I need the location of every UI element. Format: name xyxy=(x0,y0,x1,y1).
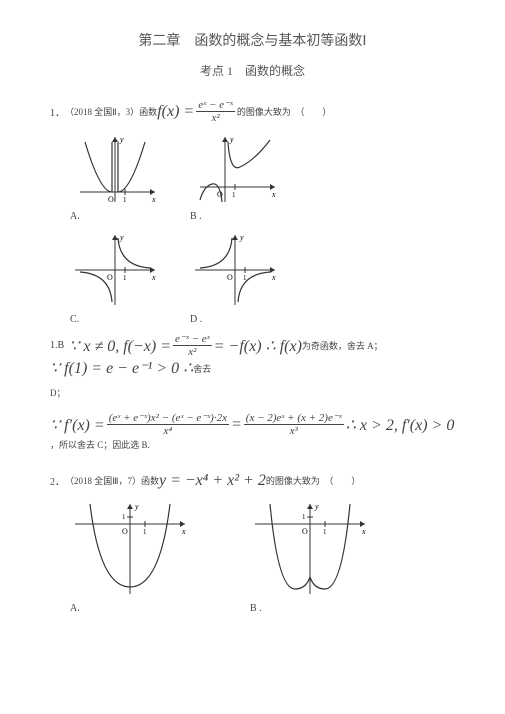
sol1-step1-f1: ∵ f(1) = e − e⁻¹ > 0 ∴ xyxy=(50,358,193,378)
q1-option-d: x y O 1 D . xyxy=(190,230,280,325)
solution-1-line2: ∵ f′(x) = (eˣ + e⁻ˣ)x² − (eˣ − e⁻ˣ)·2x x… xyxy=(50,412,455,450)
q2-opt-a-label: A. xyxy=(70,603,80,614)
q2-options-row: x y O 1 1 A. x y O 1 1 B . xyxy=(70,499,455,614)
svg-text:1: 1 xyxy=(323,528,327,536)
chapter-title: 第二章 函数的概念与基本初等函数Ⅰ xyxy=(50,30,455,50)
sol1-s1-num: e⁻ˣ − eˣ xyxy=(173,333,212,346)
q1-frac-den: x² xyxy=(209,112,221,124)
q2-number: 2． xyxy=(50,473,65,488)
q2-option-b: x y O 1 1 B . xyxy=(250,499,370,614)
q1-tail: 的图像大致为 （ ） xyxy=(237,105,332,118)
q1-option-a: x y O 1 A. xyxy=(70,132,160,222)
sol1-step1-tail: 为奇函数，舍去 A； xyxy=(302,339,383,352)
svg-text:y: y xyxy=(134,502,139,511)
sol1-step2-frac1: (eˣ + e⁻ˣ)x² − (eˣ − e⁻ˣ)·2x x⁴ xyxy=(107,412,229,437)
q1-options-row-1: x y O 1 A. x y O 1 B . xyxy=(70,132,455,222)
question-1: 1． （2018 全国Ⅱ，3）函数 f(x) = eˣ − e⁻ˣ x² 的图像… xyxy=(50,99,455,124)
svg-text:O: O xyxy=(122,527,128,536)
svg-text:y: y xyxy=(119,135,124,144)
sol1-step2-frac2: (x − 2)eˣ + (x + 2)e⁻ˣ x³ xyxy=(244,412,344,437)
svg-text:1: 1 xyxy=(302,513,306,521)
sol1-step2-eq: = xyxy=(231,416,242,434)
q1-source: （2018 全国Ⅱ，3）函数 xyxy=(65,105,157,118)
q2-opt-b-label: B . xyxy=(250,603,262,614)
svg-text:x: x xyxy=(271,190,276,199)
graph-q2-b: x y O 1 1 xyxy=(250,499,370,599)
q2-tail: 的图像大致为 （ ） xyxy=(266,474,361,487)
svg-text:y: y xyxy=(239,233,244,242)
graph-c: x y O 1 xyxy=(70,230,160,310)
sol1-step1-end: 舍去 xyxy=(193,362,211,375)
svg-text:1: 1 xyxy=(122,513,126,521)
svg-text:x: x xyxy=(361,527,366,536)
q2-formula: y = −x⁴ + x² + 2 xyxy=(159,472,266,490)
sol1-step1-d: D； xyxy=(50,386,66,399)
q2-source: （2018 全国Ⅲ，7）函数 xyxy=(65,474,159,487)
q1-formula-lhs: f(x) = xyxy=(157,103,194,121)
svg-text:x: x xyxy=(271,273,276,282)
q1-option-c: x y O 1 C. xyxy=(70,230,160,325)
q2-option-a: x y O 1 1 A. xyxy=(70,499,190,614)
svg-text:O: O xyxy=(302,527,308,536)
question-2: 2． （2018 全国Ⅲ，7）函数 y = −x⁴ + x² + 2 的图像大致… xyxy=(50,471,455,491)
sol1-step1-mid: = −f(x) ∴ f(x) xyxy=(214,336,302,356)
svg-text:x: x xyxy=(181,527,186,536)
svg-text:y: y xyxy=(314,502,319,511)
q1-opt-b-label: B . xyxy=(190,211,202,222)
sol1-step1-pre: ∵ x ≠ 0, f(−x) = xyxy=(69,336,171,356)
svg-text:O: O xyxy=(107,273,113,282)
sol1-s2f1-num: (eˣ + e⁻ˣ)x² − (eˣ − e⁻ˣ)·2x xyxy=(107,412,229,425)
q1-options-row-2: x y O 1 C. x y O 1 D . xyxy=(70,230,455,325)
svg-text:1: 1 xyxy=(123,196,127,204)
svg-text:1: 1 xyxy=(232,191,236,199)
sol1-s2f2-num: (x − 2)eˣ + (x + 2)e⁻ˣ xyxy=(244,412,344,425)
q1-number: 1． xyxy=(50,104,65,119)
sol1-step2-cond: ∴ x > 2, f′(x) > 0 xyxy=(346,415,455,435)
solution-1-line1b: D； xyxy=(50,382,455,402)
sol1-s2f2-den: x³ xyxy=(288,425,300,437)
q1-opt-d-label: D . xyxy=(190,314,202,325)
svg-text:O: O xyxy=(227,273,233,282)
graph-q2-a: x y O 1 1 xyxy=(70,499,190,599)
sol1-step2-tail: ，所以舍去 C；因此选 B. xyxy=(50,438,150,451)
graph-d: x y O 1 xyxy=(190,230,280,310)
q1-frac-num: eˣ − e⁻ˣ xyxy=(196,99,235,112)
sol1-s1-den: x² xyxy=(186,346,198,358)
svg-text:y: y xyxy=(119,233,124,242)
solution-1-line1: 1.B ∵ x ≠ 0, f(−x) = e⁻ˣ − eˣ x² = −f(x)… xyxy=(50,333,455,378)
section-title: 考点 1 函数的概念 xyxy=(50,62,455,79)
q1-opt-a-label: A. xyxy=(70,211,80,222)
sol1-s2f1-den: x⁴ xyxy=(161,425,174,437)
svg-text:1: 1 xyxy=(123,274,127,282)
sol1-answer: 1.B xyxy=(50,340,64,351)
svg-text:O: O xyxy=(108,195,114,204)
q1-option-b: x y O 1 B . xyxy=(190,132,280,222)
sol1-step1-frac: e⁻ˣ − eˣ x² xyxy=(173,333,212,358)
graph-b: x y O 1 xyxy=(190,132,280,207)
q1-fraction: eˣ − e⁻ˣ x² xyxy=(196,99,235,124)
q1-opt-c-label: C. xyxy=(70,314,79,325)
sol1-step2-pre: ∵ f′(x) = xyxy=(50,415,105,435)
svg-text:1: 1 xyxy=(143,528,147,536)
svg-text:y: y xyxy=(229,135,234,144)
graph-a: x y O 1 xyxy=(70,132,160,207)
svg-text:x: x xyxy=(151,273,156,282)
svg-text:x: x xyxy=(151,195,156,204)
